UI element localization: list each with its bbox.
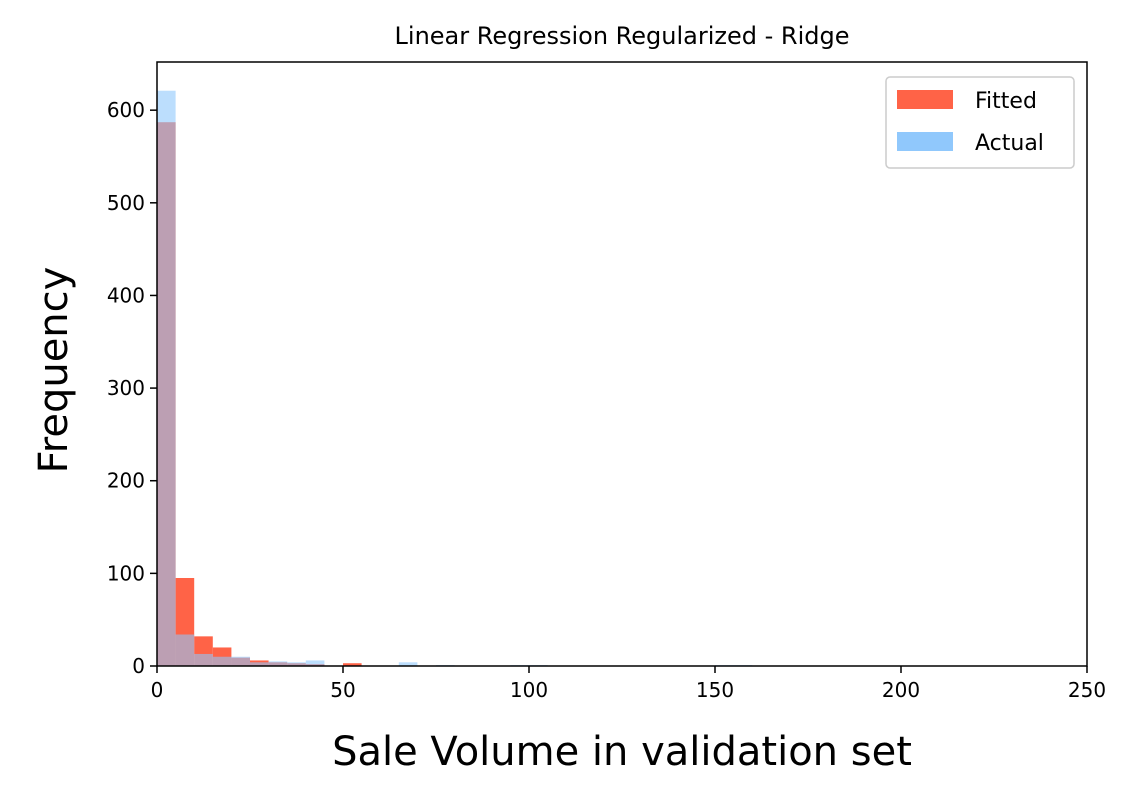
bar-actual-0: [157, 90, 176, 667]
legend: Fitted Actual: [885, 76, 1075, 169]
bar-actual-9: [398, 662, 418, 666]
y-tick-label-3: 300: [107, 376, 145, 400]
y-tick-label-0: 0: [132, 654, 145, 678]
legend-label-fitted: Fitted: [975, 89, 1037, 114]
legend-label-actual: Actual: [975, 131, 1044, 156]
x-tick-label-4: 200: [882, 678, 920, 702]
bar-actual-7: [287, 662, 306, 666]
plot-frame: [156, 61, 1088, 667]
bar-actual-6: [268, 661, 288, 666]
x-tick-label-5: 250: [1068, 678, 1106, 702]
bar-fitted-9: [343, 663, 362, 666]
x-axis-ticks: 0 50 100 150 200 250: [151, 666, 1106, 702]
y-tick-label-6: 600: [107, 98, 145, 122]
bar-actual-3: [212, 656, 232, 666]
actual-bars: [157, 90, 753, 667]
legend-swatch-actual: [897, 132, 953, 151]
y-tick-label-5: 500: [107, 191, 145, 215]
y-axis-label: Frequency: [31, 267, 77, 474]
x-axis-label: Sale Volume in validation set: [332, 729, 912, 775]
bar-actual-8: [305, 660, 325, 666]
x-tick-label-2: 100: [510, 678, 548, 702]
y-axis-ticks: 0 100 200 300 400 500 600: [107, 98, 157, 678]
y-tick-label-2: 200: [107, 469, 145, 493]
bar-actual-2: [194, 653, 213, 666]
bar-actual-5: [250, 662, 269, 666]
y-tick-label-4: 400: [107, 283, 145, 307]
y-tick-label-1: 100: [107, 561, 145, 585]
bar-actual-4: [231, 656, 250, 666]
x-tick-label-1: 50: [330, 678, 355, 702]
x-tick-label-0: 0: [151, 678, 164, 702]
x-tick-label-3: 150: [696, 678, 734, 702]
bar-actual-1: [175, 634, 195, 666]
legend-swatch-fitted: [897, 90, 953, 109]
chart-title: Linear Regression Regularized - Ridge: [395, 22, 850, 50]
